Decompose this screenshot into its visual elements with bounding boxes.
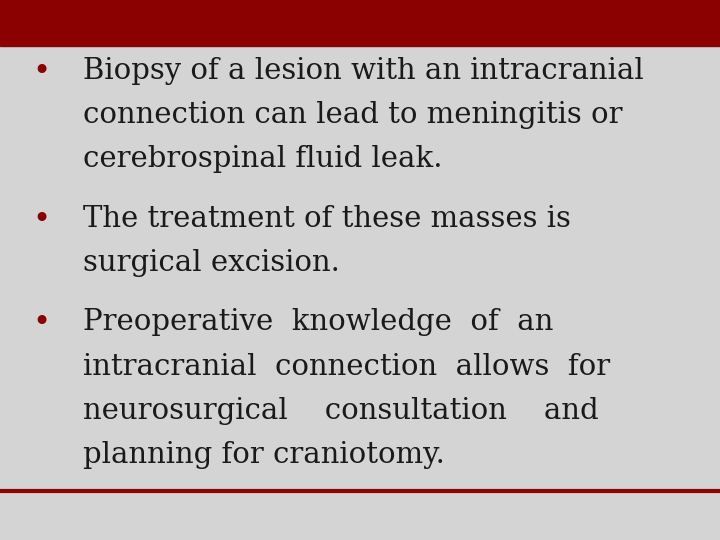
Text: •: • bbox=[32, 308, 50, 339]
Text: Biopsy of a lesion with an intracranial: Biopsy of a lesion with an intracranial bbox=[83, 57, 644, 85]
Text: connection can lead to meningitis or: connection can lead to meningitis or bbox=[83, 101, 622, 129]
Text: planning for craniotomy.: planning for craniotomy. bbox=[83, 441, 445, 469]
Text: neurosurgical    consultation    and: neurosurgical consultation and bbox=[83, 397, 598, 425]
Text: Preoperative  knowledge  of  an: Preoperative knowledge of an bbox=[83, 308, 553, 336]
Text: •: • bbox=[32, 205, 50, 235]
Text: The treatment of these masses is: The treatment of these masses is bbox=[83, 205, 571, 233]
Text: surgical excision.: surgical excision. bbox=[83, 249, 340, 277]
Text: cerebrospinal fluid leak.: cerebrospinal fluid leak. bbox=[83, 145, 442, 173]
Text: •: • bbox=[32, 57, 50, 87]
Text: intracranial  connection  allows  for: intracranial connection allows for bbox=[83, 353, 610, 381]
Bar bbox=[0, 0, 720, 46]
